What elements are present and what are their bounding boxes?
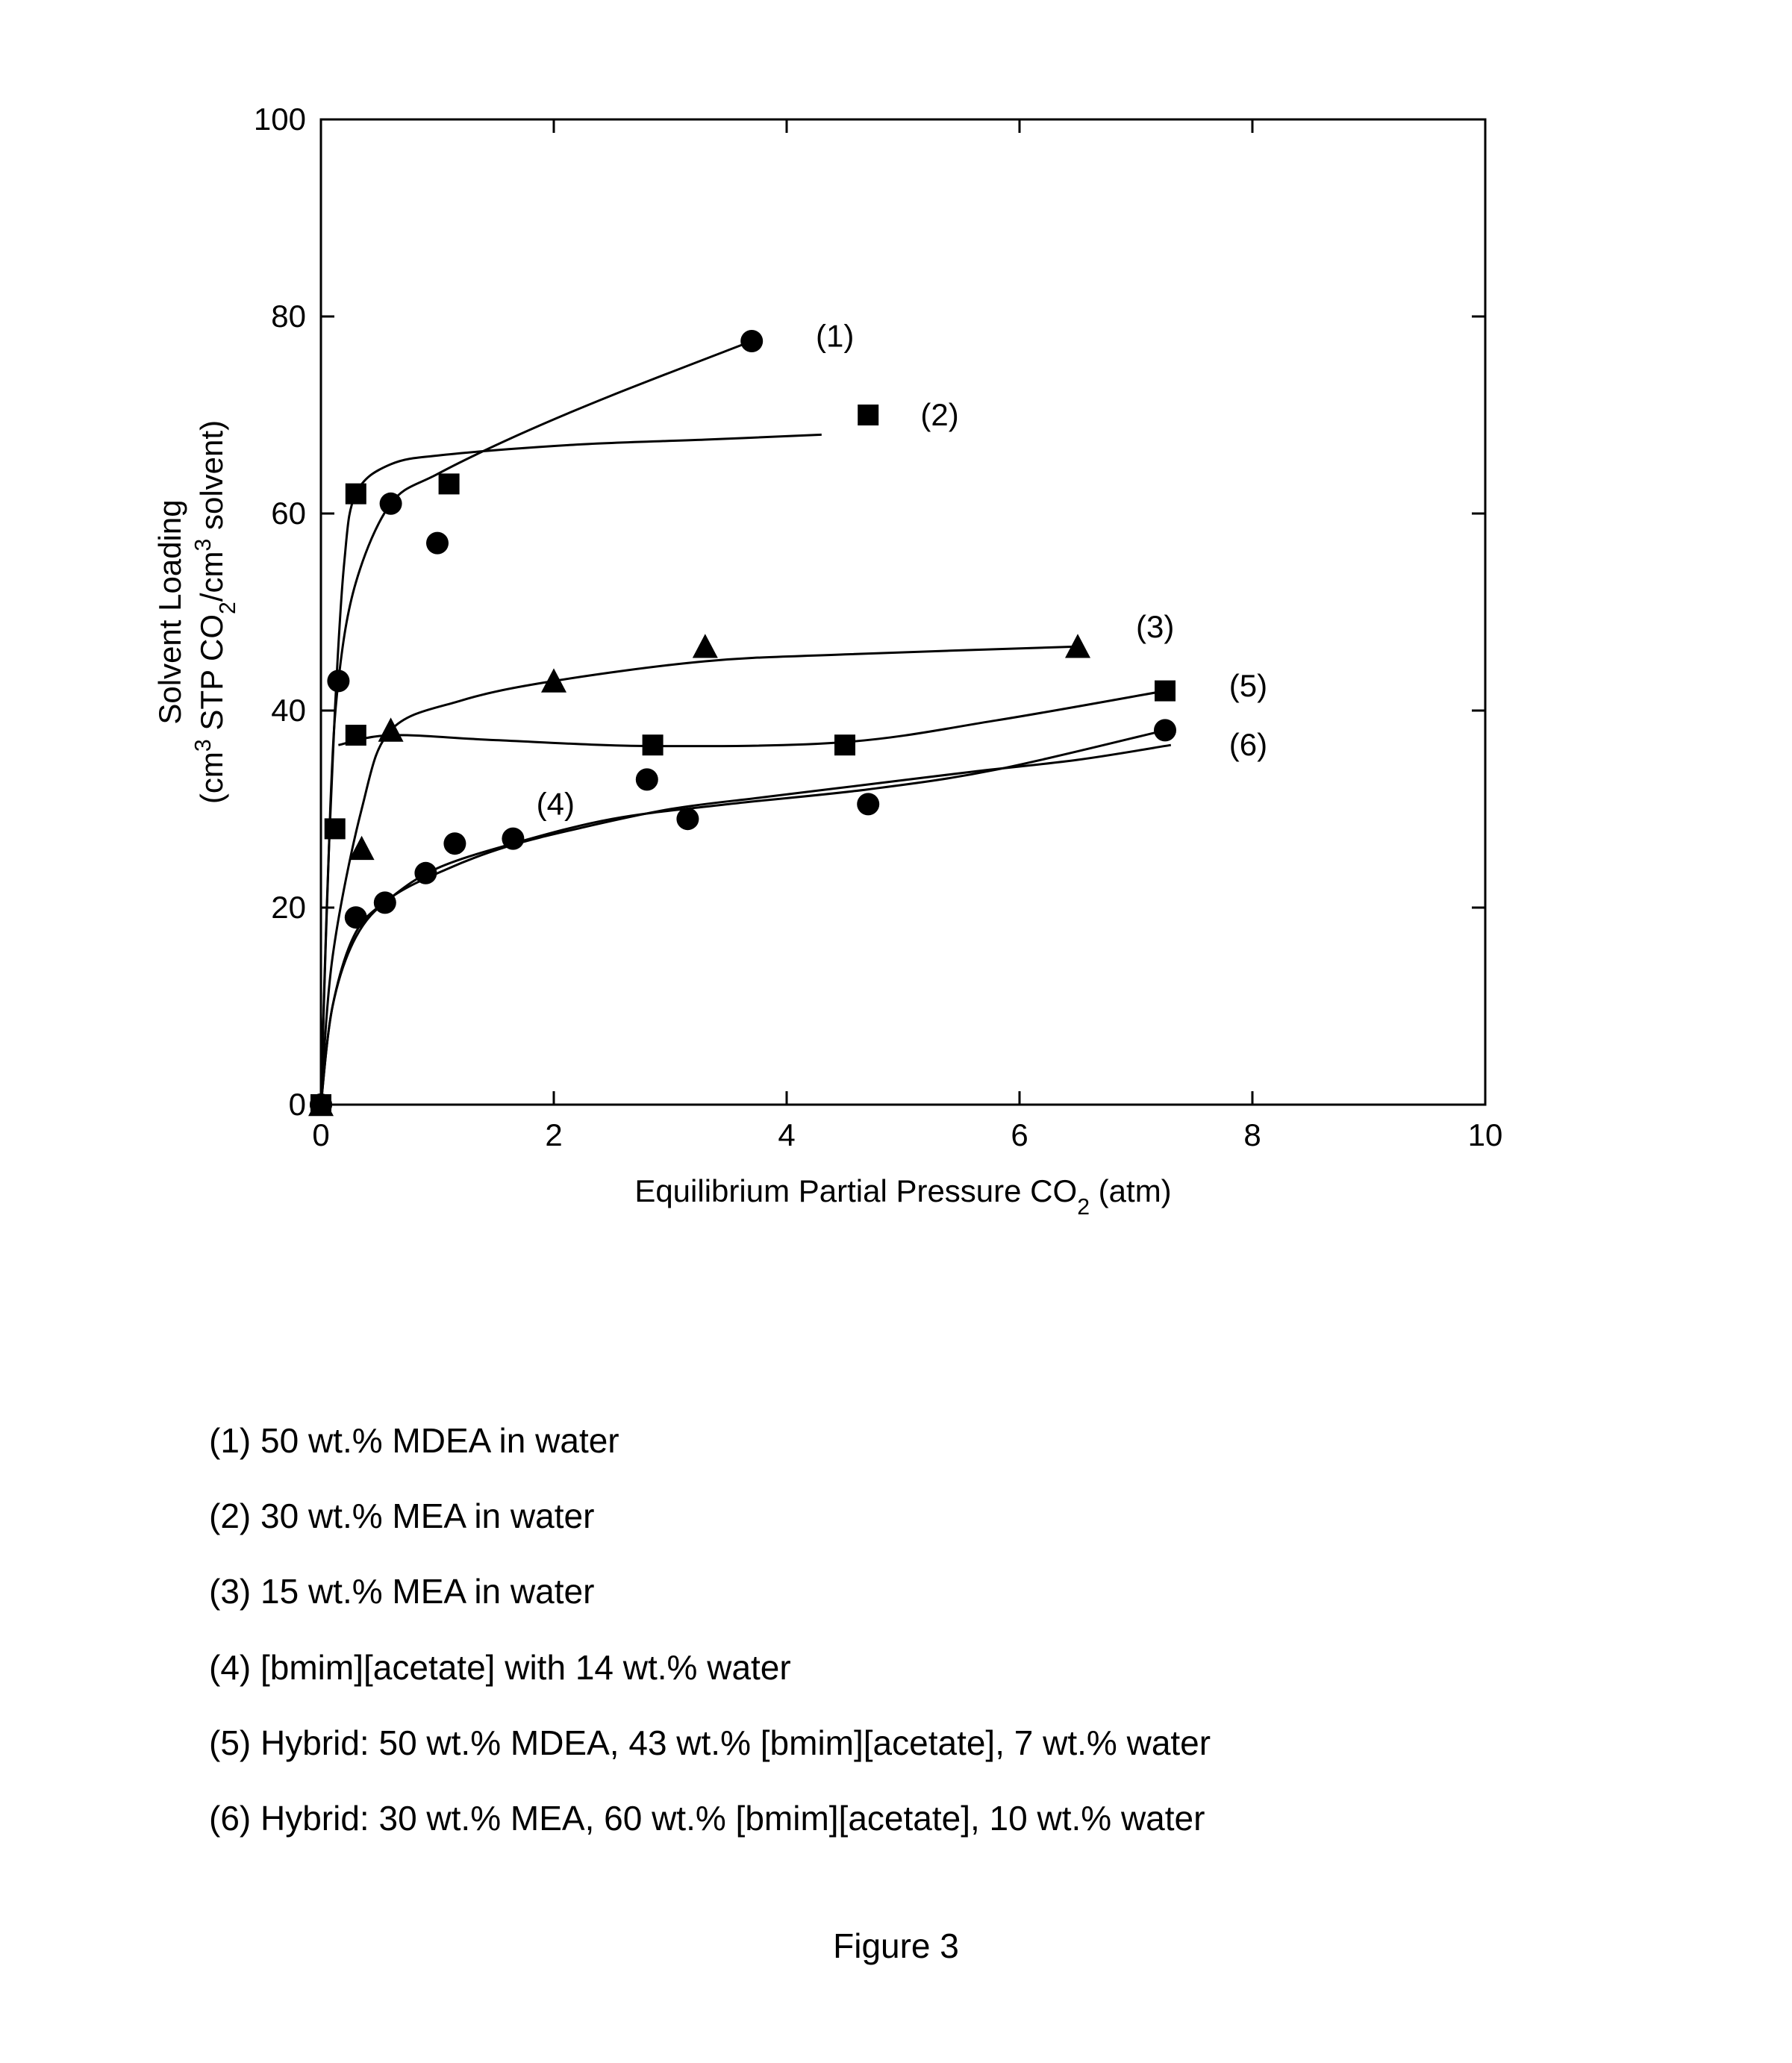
svg-text:0: 0 <box>289 1087 306 1122</box>
svg-text:(5): (5) <box>1229 668 1267 703</box>
legend-item: (4) [bmim][acetate] with 14 wt.% water <box>209 1630 1211 1705</box>
svg-text:Solvent Loading: Solvent Loading <box>152 499 187 724</box>
svg-text:(2): (2) <box>920 397 958 432</box>
svg-text:20: 20 <box>271 890 306 925</box>
chart-container: 0246810020406080100Equilibrium Partial P… <box>149 90 1575 1243</box>
svg-text:(cm3 STP CO2/cm3 solvent): (cm3 STP CO2/cm3 solvent) <box>191 420 240 804</box>
svg-text:(3): (3) <box>1136 609 1174 644</box>
legend-item: (5) Hybrid: 50 wt.% MDEA, 43 wt.% [bmim]… <box>209 1705 1211 1781</box>
svg-text:(4): (4) <box>537 786 575 821</box>
chart-svg: 0246810020406080100Equilibrium Partial P… <box>149 90 1575 1239</box>
svg-text:Equilibrium Partial Pressure C: Equilibrium Partial Pressure CO2 (atm) <box>634 1173 1171 1220</box>
svg-text:8: 8 <box>1243 1117 1261 1152</box>
svg-text:(6): (6) <box>1229 727 1267 762</box>
legend-item: (3) 15 wt.% MEA in water <box>209 1554 1211 1629</box>
svg-text:(1): (1) <box>816 318 854 353</box>
svg-text:10: 10 <box>1468 1117 1503 1152</box>
page-root: 0246810020406080100Equilibrium Partial P… <box>0 0 1792 2063</box>
svg-text:4: 4 <box>778 1117 795 1152</box>
legend-item: (6) Hybrid: 30 wt.% MEA, 60 wt.% [bmim][… <box>209 1781 1211 1856</box>
svg-text:40: 40 <box>271 693 306 728</box>
svg-text:0: 0 <box>312 1117 329 1152</box>
svg-text:6: 6 <box>1011 1117 1028 1152</box>
legend-item: (1) 50 wt.% MDEA in water <box>209 1403 1211 1479</box>
figure-caption: Figure 3 <box>0 1926 1792 1966</box>
legend-item: (2) 30 wt.% MEA in water <box>209 1479 1211 1554</box>
svg-text:60: 60 <box>271 496 306 531</box>
svg-text:100: 100 <box>254 102 306 137</box>
legend-block: (1) 50 wt.% MDEA in water (2) 30 wt.% ME… <box>209 1403 1211 1856</box>
svg-text:2: 2 <box>545 1117 562 1152</box>
svg-text:80: 80 <box>271 299 306 334</box>
